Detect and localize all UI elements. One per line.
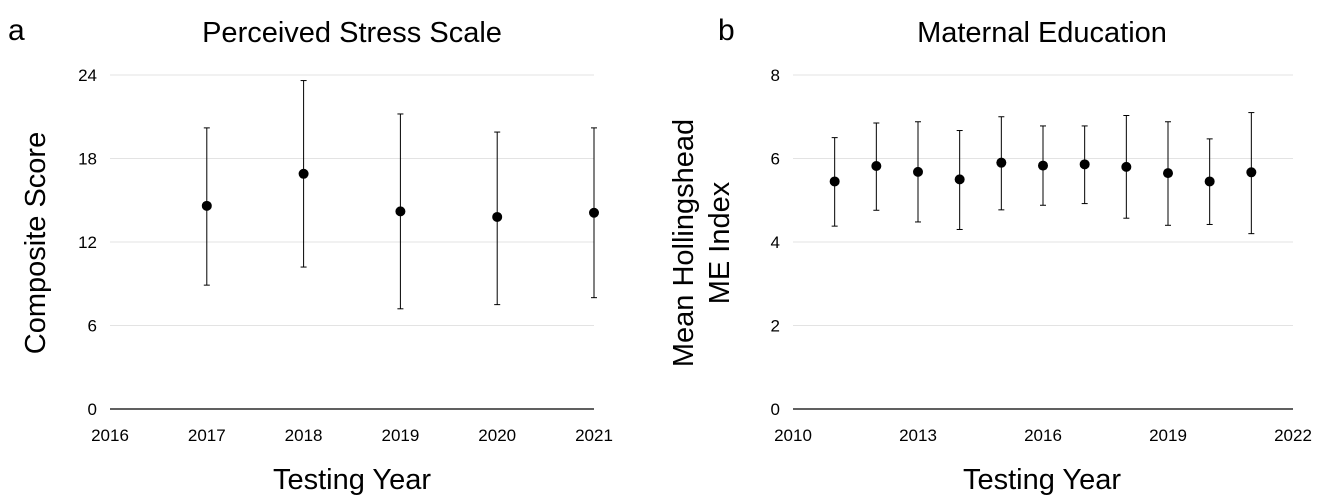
panel-a-data-point xyxy=(201,200,212,211)
panel-b-x-tick-label: 2016 xyxy=(1024,426,1062,445)
panel-b-data-point xyxy=(913,166,923,177)
panel-b-x-tick-label: 2019 xyxy=(1149,426,1187,445)
panel-a-data-point xyxy=(298,168,309,179)
panel-b-letter: b xyxy=(718,14,735,47)
panel-a-x-tick-label: 2018 xyxy=(285,426,323,445)
panel-a-y-tick-label: 18 xyxy=(78,150,97,169)
panel-b-data-point xyxy=(1246,167,1257,178)
panel-a-letter: a xyxy=(8,14,25,47)
panel-b-y-tick-label: 0 xyxy=(771,400,780,419)
panel-a-x-tick-label: 2016 xyxy=(91,426,129,445)
panel-b-y-axis-label-line2: ME Index xyxy=(704,181,736,304)
panel-b-plot-area: 0 2 4 6 8 2010 2013 2016 2019 2022 xyxy=(771,66,1312,445)
panel-a-x-axis-label: Testing Year xyxy=(273,464,431,496)
panel-a-data-point xyxy=(589,207,599,218)
panel-a-data-point xyxy=(395,206,406,217)
panel-b-data-point xyxy=(996,157,1007,168)
panel-b-data-point xyxy=(1204,176,1215,187)
panel-a-plot-area: 0 6 12 18 24 2016 2017 2018 2019 2020 2021 xyxy=(78,66,613,445)
panel-b-y-axis-label-line1: Mean Hollingshead xyxy=(668,119,700,367)
panel-a-x-tick-label: 2019 xyxy=(381,426,419,445)
panel-b-data-point xyxy=(1079,159,1090,170)
panel-b-x-tick-label: 2010 xyxy=(774,426,812,445)
panel-b: b Maternal Education Testing Year Mean H… xyxy=(668,14,1312,496)
panel-b-x-tick-label: 2013 xyxy=(899,426,937,445)
panel-a-x-tick-label: 2021 xyxy=(575,426,613,445)
panel-b-data-point xyxy=(871,161,882,172)
panel-a-y-tick-label: 12 xyxy=(78,233,97,252)
panel-b-y-tick-label: 2 xyxy=(771,317,780,336)
panel-a-y-tick-label: 6 xyxy=(88,317,97,336)
panel-a-y-tick-label: 24 xyxy=(78,66,97,85)
panel-b-data-point xyxy=(829,176,840,187)
panel-a-data-point xyxy=(492,211,503,222)
panel-b-y-tick-label: 4 xyxy=(771,233,780,252)
panel-a-x-tick-label: 2017 xyxy=(188,426,226,445)
panel-b-data-point xyxy=(954,174,965,185)
panel-b-x-tick-label: 2022 xyxy=(1274,426,1312,445)
panel-a-x-tick-label: 2020 xyxy=(478,426,516,445)
panel-b-y-tick-label: 6 xyxy=(771,150,780,169)
panel-a: a Perceived Stress Scale Testing Year Co… xyxy=(8,14,613,496)
panel-b-x-axis-label: Testing Year xyxy=(963,464,1121,496)
panel-a-y-axis-label: Composite Score xyxy=(20,132,52,354)
panel-b-data-point xyxy=(1121,161,1132,172)
panel-b-data-point xyxy=(1163,168,1173,179)
panel-b-y-tick-label: 8 xyxy=(771,66,780,85)
panel-b-title: Maternal Education xyxy=(917,17,1167,49)
panel-a-title: Perceived Stress Scale xyxy=(202,17,502,49)
panel-b-data-point xyxy=(1038,160,1048,171)
panel-a-y-tick-label: 0 xyxy=(88,400,97,419)
